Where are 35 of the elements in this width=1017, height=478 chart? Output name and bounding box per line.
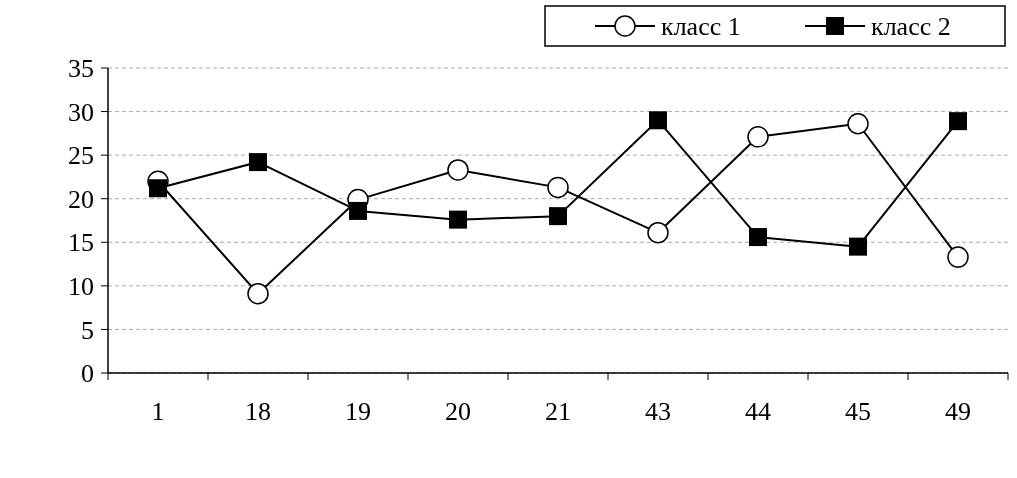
point (447, 159, 469, 181)
point (747, 126, 769, 148)
y-tick-label: 20 (68, 184, 94, 214)
x-tick-label: 49 (945, 397, 971, 426)
point (749, 228, 767, 247)
x-tick-label: 44 (745, 397, 771, 426)
point (947, 246, 969, 268)
y-tick-label: 25 (68, 141, 94, 171)
point (547, 176, 569, 199)
point (349, 201, 367, 220)
x-tick-label: 19 (345, 397, 371, 426)
x-tick-label: 45 (845, 397, 871, 426)
point (849, 237, 867, 256)
point (149, 179, 167, 198)
y-tick-label: 30 (68, 97, 94, 127)
y-tick-label: 5 (81, 315, 94, 345)
point (949, 112, 967, 131)
point (449, 210, 467, 229)
x-tick-label: 43 (645, 397, 671, 426)
y-tick-label: 35 (68, 54, 94, 84)
x-tick-label: 21 (545, 397, 571, 426)
legend-label: класс 2 (871, 12, 951, 42)
point (847, 113, 869, 135)
y-tick-label: 15 (68, 228, 94, 258)
point (249, 153, 267, 172)
point (647, 221, 669, 244)
point (549, 207, 567, 226)
x-tick-label: 1 (151, 397, 165, 426)
x-tick-label: 20 (445, 397, 471, 426)
y-tick-label: 10 (68, 271, 94, 301)
y-tick-label: 0 (81, 359, 94, 389)
point (649, 111, 667, 130)
x-tick-label: 18 (245, 397, 271, 426)
legend-label: класс 1 (661, 12, 741, 42)
point (247, 282, 269, 305)
